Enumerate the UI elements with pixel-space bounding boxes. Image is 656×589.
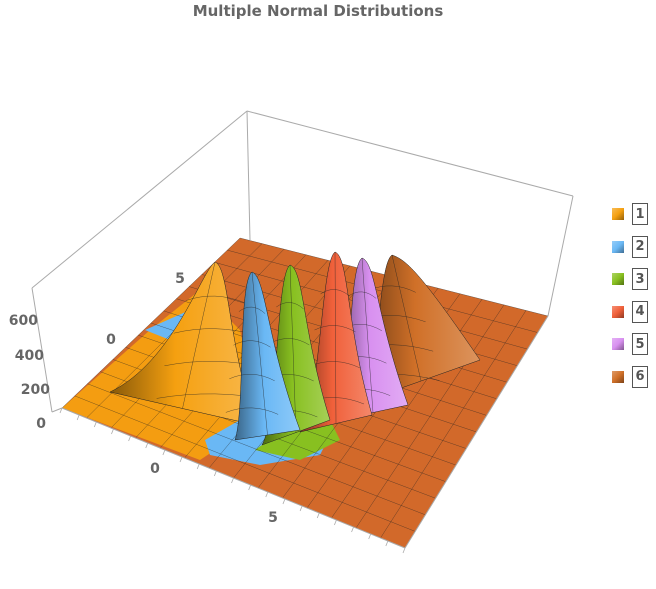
legend-label: 3 [632,268,648,290]
surface-peaks [109,251,481,446]
legend-label: 1 [632,203,648,225]
legend-swatch [612,370,624,383]
axis-minor-tick [334,519,337,526]
box-edge [31,110,248,289]
box-edge [246,110,574,197]
axis-minor-tick [128,435,131,442]
axis-minor-tick [385,540,389,547]
peak-mesh-line [251,271,268,436]
legend-swatch [612,240,624,253]
legend-swatch [612,208,624,220]
axis-minor-tick [179,456,183,463]
peak-mesh-line [361,257,374,413]
peak-mesh-line [225,407,279,415]
axis-minor-tick [265,491,269,498]
floor-patch-3 [255,420,340,460]
legend-label: 4 [632,300,648,323]
axis-minor-tick [368,533,372,540]
legend-item-2: 2 [612,235,648,258]
legend-item-3: 3 [612,268,648,290]
legend-swatch [612,305,624,318]
floor-grid-line [355,304,505,529]
legend-item-4: 4 [612,300,648,323]
axis-minor-tick [316,512,320,519]
peak-mesh-line [289,264,297,433]
peak-mesh-line [276,302,304,310]
legend-item-1: 1 [612,203,648,225]
axis-minor-tick [196,463,200,470]
axis-minor-tick [162,449,166,456]
peak-mesh-line [347,291,377,299]
legend-swatch [612,338,624,350]
axis-minor-tick [59,407,63,414]
axis-minor-tick [76,414,80,421]
z-tick-label: 0 [36,416,46,432]
legend-label: 2 [632,235,648,258]
peak-mesh-line [233,340,271,348]
y-tick-label: 5 [175,271,185,287]
z-tick-label: 600 [9,313,38,329]
peak-mesh-line [238,306,266,314]
chart-title: Multiple Normal Distributions [192,2,444,20]
box-edge [31,287,53,413]
peak-mesh-line [334,251,337,424]
axis-minor-tick [93,421,97,428]
peak-mesh-line [229,374,275,382]
legend-item-6: 6 [612,365,648,388]
axis-minor-tick [402,547,406,554]
axis-minor-tick [351,526,354,533]
axis-minor-tick [145,442,149,449]
peak-mesh-line [182,261,216,409]
box-edge [404,315,549,549]
axis-ticks: 0 200 400 600 0 5 0 5 [9,271,278,526]
axis-minor-tick [213,470,217,477]
floor-grid-line [380,310,527,539]
peak-mesh-line [391,254,422,382]
box-edge [547,195,574,317]
plot-box-back [31,110,574,413]
peak-mesh-line [314,325,356,333]
axis-minor-tick [231,477,234,484]
legend-swatch [612,273,624,285]
axis-minor-tick [111,428,114,435]
plot-box-front [59,315,549,554]
x-tick-label: 0 [150,461,160,477]
legend-label: 5 [632,333,648,355]
z-tick-label: 400 [15,348,44,364]
box-edge [246,110,251,241]
y-tick-label: 0 [106,332,116,348]
axis-minor-tick [248,484,252,491]
legend-label: 6 [632,365,648,388]
x-tick-label: 5 [268,510,278,526]
axis-minor-tick [299,505,303,512]
legend-item-5: 5 [612,333,648,355]
z-tick-label: 200 [21,382,50,398]
box-edge [51,407,63,413]
peak-mesh-line [185,295,245,303]
axis-minor-tick [282,498,286,505]
